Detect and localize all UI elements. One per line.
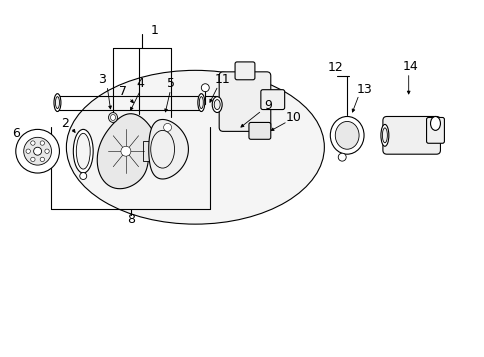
Bar [142, 141, 151, 161]
Text: 11: 11 [214, 73, 229, 86]
Text: 6: 6 [12, 127, 20, 140]
Ellipse shape [380, 125, 388, 146]
Circle shape [163, 124, 171, 131]
Text: 5: 5 [166, 77, 174, 90]
FancyBboxPatch shape [235, 62, 255, 80]
Text: 12: 12 [327, 61, 343, 74]
Ellipse shape [110, 115, 115, 120]
Circle shape [26, 149, 30, 154]
Circle shape [40, 141, 45, 145]
Text: 3: 3 [98, 73, 106, 86]
Ellipse shape [334, 121, 358, 149]
Ellipse shape [55, 97, 60, 109]
Circle shape [45, 149, 49, 154]
Ellipse shape [430, 116, 439, 130]
Circle shape [40, 157, 45, 162]
Circle shape [79, 172, 87, 180]
Text: 8: 8 [127, 213, 135, 226]
FancyBboxPatch shape [260, 90, 284, 110]
Circle shape [16, 129, 60, 173]
Text: 13: 13 [356, 83, 372, 96]
Ellipse shape [212, 97, 222, 112]
FancyBboxPatch shape [425, 117, 443, 143]
Circle shape [24, 137, 51, 165]
Ellipse shape [381, 128, 387, 143]
Ellipse shape [199, 97, 203, 109]
Circle shape [201, 84, 209, 92]
Circle shape [33, 147, 42, 155]
FancyBboxPatch shape [382, 116, 439, 154]
FancyBboxPatch shape [248, 122, 270, 139]
Ellipse shape [73, 129, 93, 173]
Ellipse shape [214, 100, 220, 110]
Text: 14: 14 [402, 60, 418, 74]
Ellipse shape [197, 94, 204, 111]
Circle shape [121, 146, 131, 156]
FancyBboxPatch shape [219, 72, 270, 131]
Text: 10: 10 [285, 111, 301, 124]
Ellipse shape [330, 116, 363, 154]
Ellipse shape [108, 112, 117, 122]
Circle shape [337, 153, 346, 161]
Circle shape [30, 157, 35, 162]
Text: 9: 9 [263, 99, 271, 112]
Text: 4: 4 [136, 77, 144, 90]
Polygon shape [149, 120, 188, 179]
Text: 2: 2 [61, 117, 69, 130]
Ellipse shape [66, 70, 324, 224]
Text: 1: 1 [151, 24, 158, 37]
Ellipse shape [76, 134, 90, 169]
Text: 7: 7 [119, 85, 127, 98]
Ellipse shape [54, 94, 61, 111]
Polygon shape [97, 114, 158, 189]
Circle shape [30, 141, 35, 145]
